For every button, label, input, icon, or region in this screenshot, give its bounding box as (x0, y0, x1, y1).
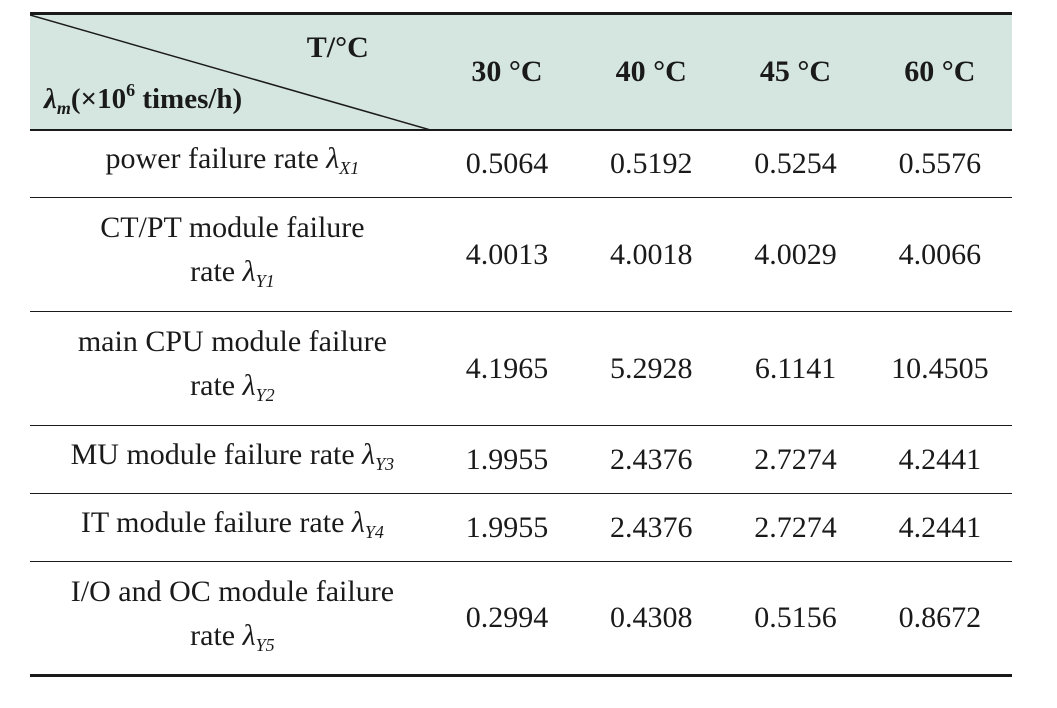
table-row: IT module failure rate λY4 1.9955 2.4376 2.… (30, 493, 1012, 562)
value-cell: 4.2441 (867, 425, 1012, 494)
value-cell: 0.5156 (723, 561, 868, 677)
value-cell: 2.4376 (579, 493, 724, 562)
value-cell: 10.4505 (867, 311, 1012, 426)
value-cell: 0.5064 (434, 129, 580, 198)
table-row: MU module failure rate λY3 1.9955 2.4376 2.… (30, 425, 1012, 494)
column-header-60: 60 °C (867, 12, 1012, 131)
value-cell: 2.7274 (723, 493, 868, 562)
value-cell: 2.7274 (723, 425, 868, 494)
corner-header-cell: T/°C λm(×106 times/h) (30, 12, 435, 131)
value-cell: 2.4376 (579, 425, 724, 494)
value-cell: 0.4308 (579, 561, 724, 677)
value-cell: 0.5192 (579, 129, 724, 198)
failure-rate-table: T/°C λm(×106 times/h) 30 °C 40 °C 45 °C … (30, 12, 1012, 677)
row-label: power failure rate λX1 (30, 129, 435, 198)
value-cell: 4.2441 (867, 493, 1012, 562)
value-cell: 4.1965 (434, 311, 580, 426)
column-header-45: 45 °C (723, 12, 868, 131)
column-header-30: 30 °C (434, 12, 580, 131)
row-label: I/O and OC module failure rate λY5 (30, 561, 435, 677)
value-cell: 0.5254 (723, 129, 868, 198)
value-cell: 1.9955 (434, 493, 580, 562)
value-cell: 5.2928 (579, 311, 724, 426)
row-label: MU module failure rate λY3 (30, 425, 435, 494)
header-row: T/°C λm(×106 times/h) 30 °C 40 °C 45 °C … (30, 12, 1012, 131)
row-label: main CPU module failure rate λY2 (30, 311, 435, 426)
diagonal-divider (30, 15, 434, 131)
rate-axis-label: λm(×106 times/h) (44, 79, 243, 118)
table-row: main CPU module failure rate λY2 4.1965 5.2… (30, 311, 1012, 426)
temperature-axis-label: T/°C (306, 31, 369, 64)
value-cell: 4.0066 (867, 197, 1012, 312)
value-cell: 4.0029 (723, 197, 868, 312)
value-cell: 6.1141 (723, 311, 868, 426)
value-cell: 4.0018 (579, 197, 724, 312)
value-cell: 0.8672 (867, 561, 1012, 677)
table-row: CT/PT module failure rate λY1 4.0013 4.0018… (30, 197, 1012, 312)
row-label: CT/PT module failure rate λY1 (30, 197, 435, 312)
table-row: power failure rate λX1 0.5064 0.5192 0.5254… (30, 129, 1012, 198)
value-cell: 0.5576 (867, 129, 1012, 198)
column-header-40: 40 °C (579, 12, 724, 131)
row-label: IT module failure rate λY4 (30, 493, 435, 562)
value-cell: 0.2994 (434, 561, 580, 677)
table-row: I/O and OC module failure rate λY5 0.2994 0… (30, 561, 1012, 677)
value-cell: 1.9955 (434, 425, 580, 494)
value-cell: 4.0013 (434, 197, 580, 312)
